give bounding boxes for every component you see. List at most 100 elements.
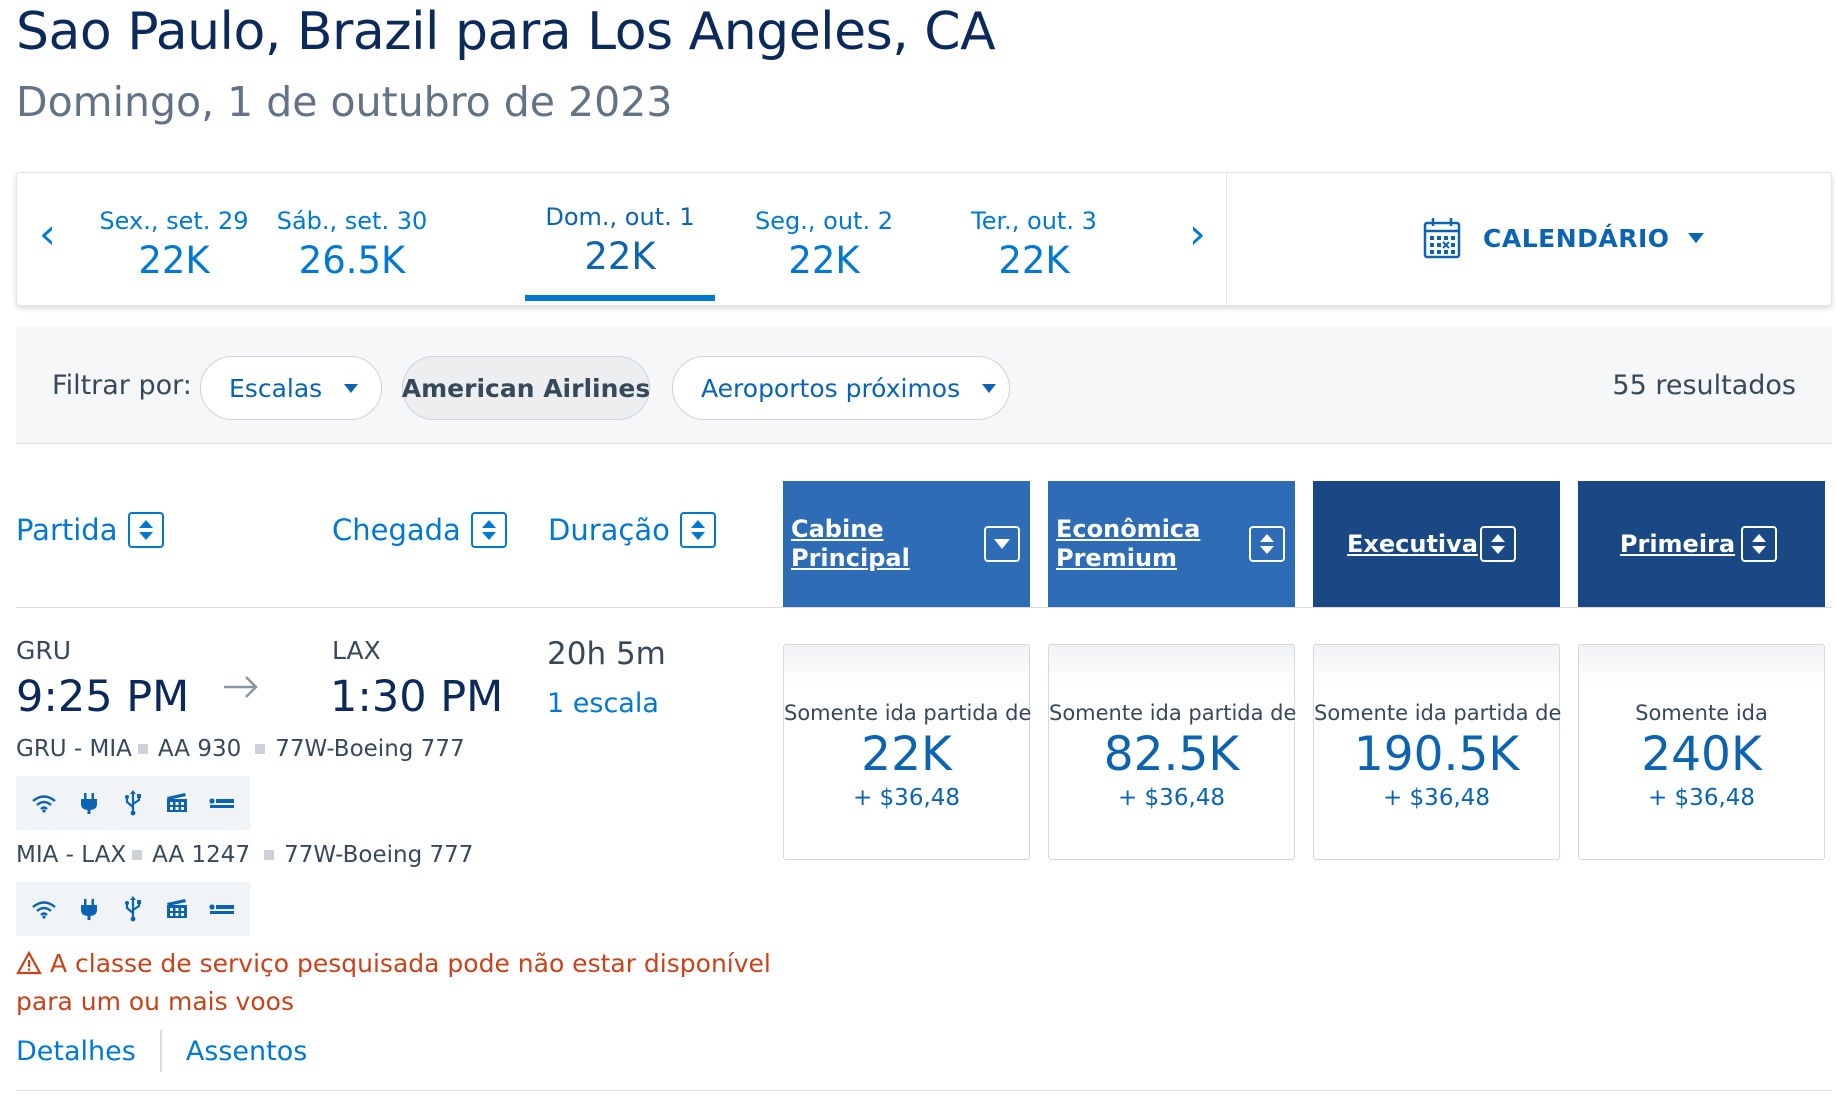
fare-price: 190.5K xyxy=(1353,727,1520,782)
nearby-airports-dropdown[interactable]: Aeroportos próximos xyxy=(672,356,1010,420)
fare-card-first[interactable]: Somente ida 240K + $36,48 xyxy=(1578,644,1825,860)
warning-icon xyxy=(16,949,42,978)
stops-filter-dropdown[interactable]: Escalas xyxy=(200,356,382,420)
divider xyxy=(1226,173,1227,305)
segment-aircraft: 77W-Boeing 777 xyxy=(284,842,474,868)
chevron-right-icon[interactable]: › xyxy=(1189,209,1206,258)
results-count: 55 resultados xyxy=(1612,370,1796,401)
fare-card-premium[interactable]: Somente ida partida de 82.5K + $36,48 xyxy=(1048,644,1297,860)
sort-duration-label: Duração xyxy=(548,513,670,547)
sort-icon xyxy=(127,512,164,548)
date-option[interactable]: Sáb., set. 30 26.5K xyxy=(257,173,447,307)
sort-desc-icon xyxy=(984,526,1020,562)
segment-info: MIA - LAX AA 1247 77W-Boeing 777 xyxy=(16,842,473,868)
wifi-icon xyxy=(28,787,60,819)
sort-departure-label: Partida xyxy=(16,513,118,547)
segment-aircraft: 77W-Boeing 777 xyxy=(275,736,465,762)
cabin-label-line1: Econômica xyxy=(1056,515,1201,544)
departure-time: 9:25 PM xyxy=(16,672,190,722)
calendar-icon xyxy=(1423,217,1461,259)
date-label: Sáb., set. 30 xyxy=(276,207,428,235)
filter-bar: Filtrar por: Escalas American Airlines A… xyxy=(16,326,1832,444)
amenities-bar xyxy=(16,882,250,936)
chevron-down-icon xyxy=(982,383,997,393)
fare-price: 240K xyxy=(1641,727,1762,782)
fare-label: Somente ida partida de xyxy=(784,701,1032,725)
usb-icon xyxy=(117,893,149,925)
cabin-header-first[interactable]: Primeira xyxy=(1578,481,1825,607)
separator-dot xyxy=(264,850,275,860)
date-label: Dom., out. 1 xyxy=(545,203,695,231)
sort-duration[interactable]: Duração xyxy=(548,512,716,548)
cabin-label-line1: Cabine xyxy=(791,515,884,544)
seats-link[interactable]: Assentos xyxy=(185,1035,308,1067)
segment-route: GRU - MIA xyxy=(16,736,132,762)
fare-label: Somente ida partida de xyxy=(1314,701,1562,725)
separator-dot xyxy=(255,744,266,754)
wifi-icon xyxy=(28,893,60,925)
power-plug-icon xyxy=(73,787,105,819)
power-plug-icon xyxy=(73,893,105,925)
date-price: 26.5K xyxy=(298,239,406,282)
chevron-down-icon xyxy=(344,383,359,393)
divider xyxy=(159,1030,162,1072)
entertainment-icon xyxy=(161,893,193,925)
fare-card-business[interactable]: Somente ida partida de 190.5K + $36,48 xyxy=(1313,644,1562,860)
details-link[interactable]: Detalhes xyxy=(16,1035,136,1067)
stops-link[interactable]: 1 escala xyxy=(547,688,659,719)
sort-icon xyxy=(1480,526,1516,562)
amenities-bar xyxy=(16,776,250,830)
sort-departure[interactable]: Partida xyxy=(16,512,164,548)
date-label: Seg., out. 2 xyxy=(755,207,893,235)
date-option[interactable]: Sex., set. 29 22K xyxy=(79,173,269,307)
fare-price: 22K xyxy=(861,727,952,782)
sort-arrival[interactable]: Chegada xyxy=(332,512,507,548)
cabin-header-business[interactable]: Executiva xyxy=(1313,481,1560,607)
sort-icon xyxy=(679,512,716,548)
date-option[interactable]: Ter., out. 3 22K xyxy=(939,173,1129,307)
cabin-header-main[interactable]: Cabine Principal xyxy=(783,481,1030,607)
filter-label: Filtrar por: xyxy=(52,370,192,401)
destination-code: LAX xyxy=(332,636,381,665)
fare-card-main[interactable]: Somente ida partida de 22K + $36,48 xyxy=(783,644,1032,860)
lie-flat-seat-icon xyxy=(206,787,238,819)
date-price: 22K xyxy=(788,239,860,282)
selected-date-underline xyxy=(525,295,715,301)
warning-text: A classe de serviço pesquisada pode não … xyxy=(16,949,771,1016)
sort-icon xyxy=(1741,526,1777,562)
date-label: Sex., set. 29 xyxy=(99,207,249,235)
cabin-header-label: Executiva xyxy=(1346,529,1478,558)
separator-dot xyxy=(132,850,143,860)
usb-icon xyxy=(117,787,149,819)
calendar-button[interactable]: CALENDÁRIO xyxy=(1423,217,1704,259)
fare-label: Somente ida partida de xyxy=(1049,701,1297,725)
origin-code: GRU xyxy=(16,636,72,665)
cabin-header-label: Econômica Premium xyxy=(1056,515,1200,573)
date-price: 22K xyxy=(138,239,210,282)
cabin-header-label: Primeira xyxy=(1619,529,1736,558)
chevron-left-icon[interactable]: ‹ xyxy=(39,209,56,258)
calendar-label: CALENDÁRIO xyxy=(1483,223,1670,253)
date-label: Ter., out. 3 xyxy=(971,207,1097,235)
cabin-label-line2: Principal xyxy=(791,544,910,572)
divider xyxy=(16,1090,1832,1091)
date-option[interactable]: Seg., out. 2 22K xyxy=(729,173,919,307)
segment-flight-number: AA 930 xyxy=(157,736,242,762)
sort-icon xyxy=(470,512,507,548)
entertainment-icon xyxy=(161,787,193,819)
segment-route: MIA - LAX xyxy=(16,842,127,868)
airline-filter-chip[interactable]: American Airlines xyxy=(402,356,650,420)
fare-price: 82.5K xyxy=(1103,727,1240,782)
date-option-selected[interactable]: Dom., out. 1 22K xyxy=(525,173,715,307)
page-title: Sao Paulo, Brazil para Los Angeles, CA xyxy=(16,2,996,62)
lie-flat-seat-icon xyxy=(206,893,238,925)
cabin-header-premium[interactable]: Econômica Premium xyxy=(1048,481,1295,607)
segment-flight-number: AA 1247 xyxy=(152,842,251,868)
flight-duration: 20h 5m xyxy=(547,636,666,672)
flight-actions: Detalhes Assentos xyxy=(16,1030,307,1072)
fare-tax: + $36,48 xyxy=(1382,784,1491,811)
chevron-down-icon xyxy=(1687,233,1704,243)
arrival-time: 1:30 PM xyxy=(330,672,504,722)
cabin-label-line2: Premium xyxy=(1056,544,1178,572)
airline-filter-label: American Airlines xyxy=(401,373,651,403)
